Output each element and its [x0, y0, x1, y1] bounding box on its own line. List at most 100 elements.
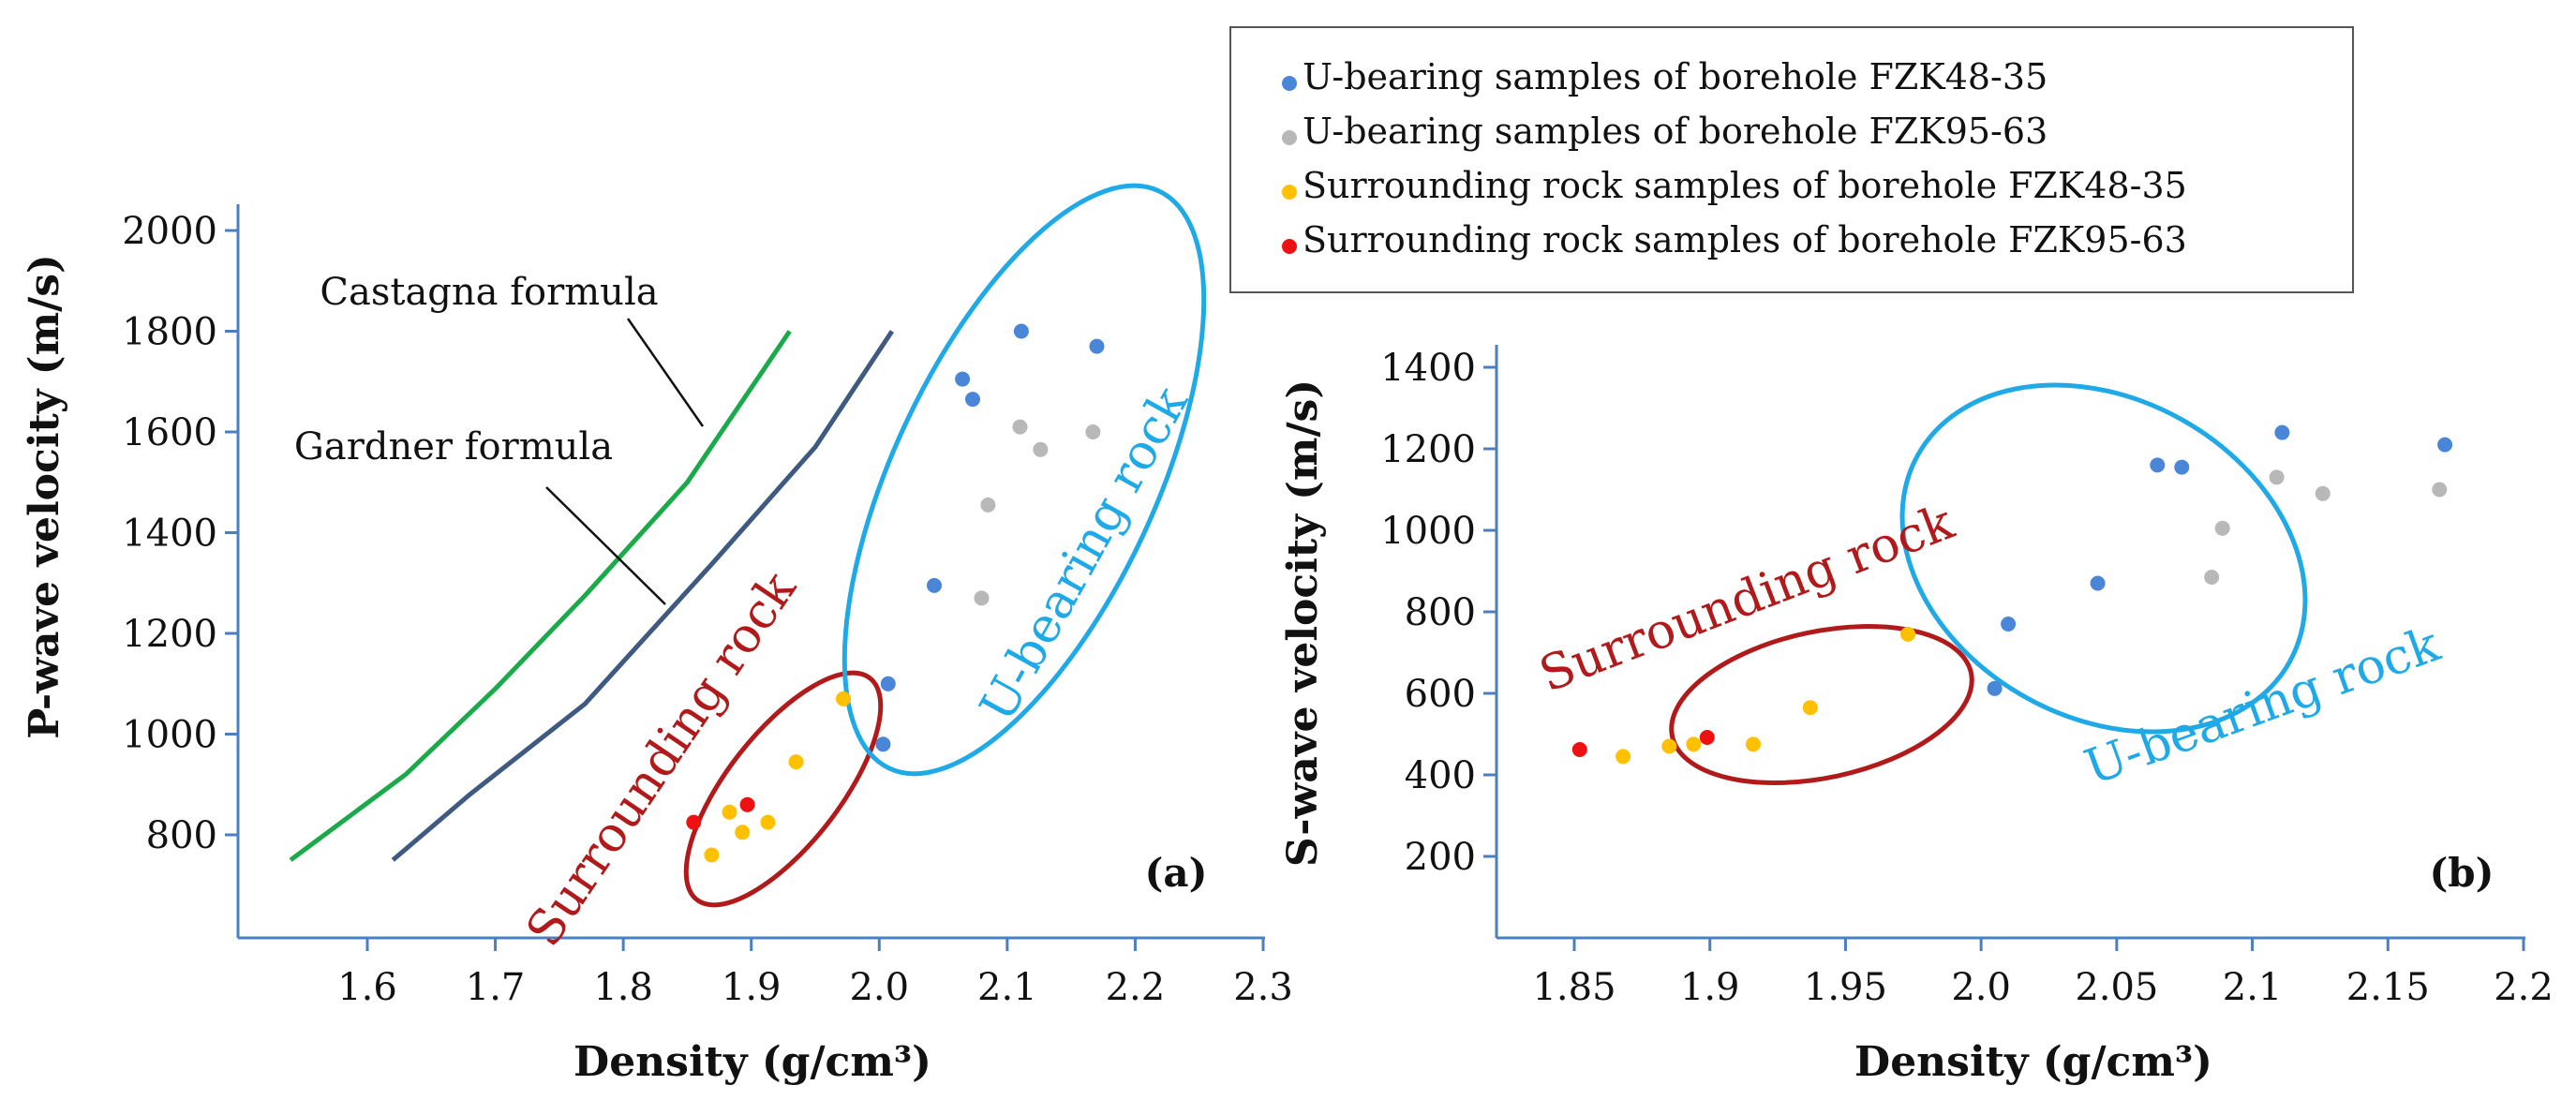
x-tick-label: 2.2 [1106, 966, 1166, 1009]
panel-a-surrounding-ellipse [683, 670, 884, 908]
data-point-series-3 [1746, 736, 1761, 752]
castagna-label: Castagna formula [320, 271, 658, 314]
data-point-series-2 [980, 497, 996, 513]
panel-b-ubearing-ellipse [1899, 382, 2308, 735]
castagna-formula-curve [289, 330, 792, 862]
data-point-series-1 [1013, 323, 1029, 339]
panel-b-y-label: S-wave velocity (m/s) [1279, 379, 1327, 867]
x-tick-label: 2.15 [2346, 966, 2430, 1009]
data-point-series-1 [927, 577, 942, 593]
data-point-series-1 [2174, 459, 2190, 475]
legend-label: Surrounding rock samples of borehole FZK… [1303, 165, 2187, 206]
data-point-series-2 [2204, 570, 2220, 585]
x-tick-label: 1.6 [337, 966, 397, 1009]
legend-label: U-bearing samples of borehole FZK48-35 [1303, 56, 2047, 97]
legend-marker [1282, 239, 1297, 254]
data-point-series-2 [2315, 485, 2330, 501]
data-point-series-3 [1686, 736, 1702, 752]
y-tick-label: 1200 [122, 613, 217, 656]
data-point-series-3 [836, 691, 851, 706]
data-point-series-3 [1661, 738, 1677, 754]
x-tick-label: 1.85 [1532, 966, 1616, 1009]
x-tick-label: 2.3 [1233, 966, 1293, 1009]
data-point-series-3 [1802, 700, 1818, 716]
y-tick-label: 800 [1405, 591, 1476, 634]
panel-a-x-label: Density (g/cm³) [573, 1038, 931, 1086]
x-tick-label: 1.9 [722, 966, 782, 1009]
x-tick-label: 2.05 [2075, 966, 2158, 1009]
panel-a-label: (a) [1145, 850, 1208, 896]
y-tick-label: 1400 [1380, 347, 1476, 390]
legend-marker [1282, 185, 1297, 200]
y-tick-label: 200 [1405, 836, 1476, 879]
data-point-series-1 [1987, 680, 2003, 696]
y-tick-label: 1400 [122, 513, 217, 556]
data-point-series-2 [974, 590, 990, 606]
panel-a: 800 1000 1200 1400 1600 1800 2000 1.6 1.7 1.8 1.9… [21, 183, 1293, 1086]
x-tick-label: 2.0 [1951, 966, 2011, 1009]
data-point-series-1 [2001, 617, 2017, 632]
data-point-series-1 [965, 392, 980, 408]
legend-marker [1282, 76, 1297, 91]
legend-label: U-bearing samples of borehole FZK95-63 [1303, 111, 2047, 152]
x-tick-label: 1.8 [593, 966, 653, 1009]
data-point-series-2 [2214, 520, 2230, 536]
gardner-formula-curve [391, 330, 894, 862]
data-point-series-4 [686, 814, 702, 830]
x-tick-label: 1.95 [1804, 966, 1887, 1009]
panel-b-surrounding-label: Surrounding rock [1532, 494, 1961, 704]
x-tick-label: 1.7 [466, 966, 526, 1009]
panel-b-axes: 200 400 600 800 1000 1200 1400 1.85 1.9 1.95 2.0 2… [1380, 345, 2554, 1009]
data-point-series-4 [1699, 730, 1715, 745]
data-point-series-2 [2432, 482, 2448, 498]
panel-b-ubearing-label: U-bearing rock [2077, 617, 2447, 796]
x-tick-label: 1.9 [1680, 966, 1740, 1009]
y-tick-label: 600 [1405, 673, 1476, 716]
x-tick-label: 2.1 [977, 966, 1037, 1009]
panel-b-surrounding-ellipse [1669, 624, 1974, 785]
data-point-series-3 [735, 825, 751, 840]
data-point-series-3 [1900, 626, 1915, 642]
data-point-series-3 [1616, 749, 1631, 765]
panel-a-ubearing-ellipse [841, 183, 1207, 777]
data-point-series-1 [875, 736, 891, 752]
data-point-series-3 [760, 814, 776, 830]
data-point-series-3 [788, 754, 804, 770]
y-tick-label: 2000 [122, 210, 217, 253]
x-tick-label: 2.0 [849, 966, 909, 1009]
y-tick-label: 1000 [122, 714, 217, 757]
data-point-series-3 [722, 804, 737, 820]
data-point-series-1 [2150, 457, 2166, 473]
legend: U-bearing samples of borehole FZK48-35 U-… [1229, 26, 2354, 293]
data-point-series-2 [1012, 419, 1028, 435]
castagna-leader-line [626, 318, 705, 427]
y-tick-label: 1200 [1380, 428, 1476, 471]
panel-b: 200 400 600 800 1000 1200 1400 1.85 1.9 1.95 2.0 2… [1279, 345, 2554, 1086]
panel-b-x-label: Density (g/cm³) [1854, 1038, 2212, 1086]
y-tick-label: 1800 [122, 311, 217, 354]
data-point-series-2 [1033, 441, 1049, 457]
data-point-series-1 [2437, 437, 2453, 453]
panel-a-ubearing-label: U-bearing rock [970, 378, 1199, 731]
data-point-series-2 [2269, 469, 2285, 485]
data-point-series-4 [739, 796, 755, 812]
y-tick-label: 800 [146, 814, 217, 857]
data-point-series-1 [2274, 424, 2290, 440]
gardner-label: Gardner formula [294, 425, 613, 468]
legend-marker [1282, 130, 1297, 145]
data-point-series-1 [880, 676, 896, 691]
legend-label: Surrounding rock samples of borehole FZK… [1303, 219, 2187, 260]
panel-b-label: (b) [2429, 850, 2494, 896]
data-point-series-1 [2090, 575, 2106, 591]
panel-a-axes: 800 1000 1200 1400 1600 1800 2000 1.6 1.7 1.8 1.9… [122, 204, 1293, 1009]
y-tick-label: 400 [1405, 754, 1476, 797]
data-point-series-3 [704, 847, 720, 863]
data-point-series-1 [1089, 338, 1105, 354]
y-tick-label: 1000 [1380, 510, 1476, 553]
data-point-series-4 [1571, 742, 1587, 757]
y-tick-label: 1600 [122, 411, 217, 454]
legend-box [1229, 26, 2354, 293]
gardner-leader-line [545, 486, 666, 605]
panel-a-y-label: P-wave velocity (m/s) [21, 254, 68, 739]
